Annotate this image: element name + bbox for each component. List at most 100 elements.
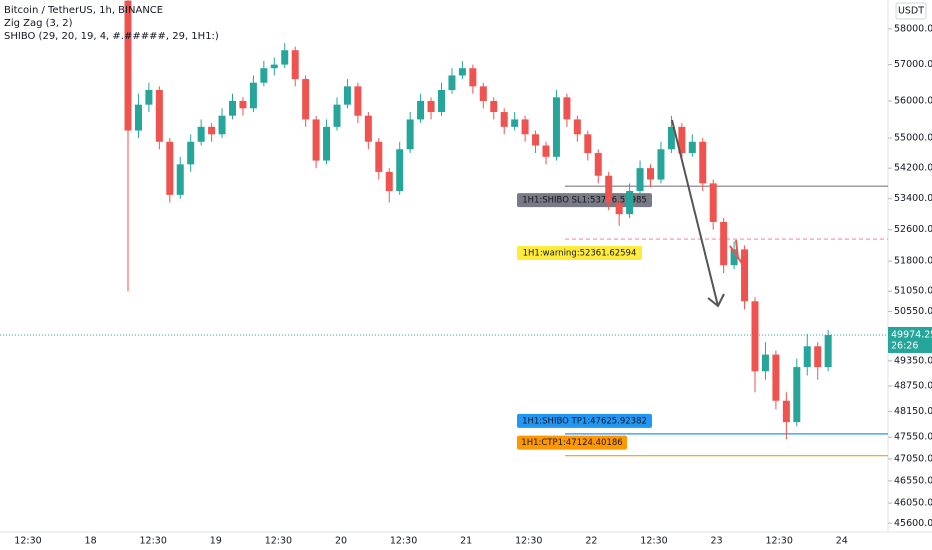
y-tick-label: 46550.00	[894, 475, 932, 486]
candle-body	[500, 112, 508, 127]
candle-body	[218, 115, 226, 135]
candle-body	[605, 175, 613, 203]
candle-body	[699, 141, 707, 184]
candle-body	[584, 134, 592, 154]
candle-body	[260, 68, 268, 83]
candle-body	[302, 79, 310, 120]
candle-body	[354, 86, 362, 116]
candle-body	[573, 119, 581, 135]
candle-body	[427, 100, 435, 113]
arrow-line	[671, 119, 719, 307]
x-tick-label: 12:30	[515, 536, 542, 547]
x-tick-label: 12:30	[14, 536, 41, 547]
y-tick-label: 51800.00	[894, 256, 932, 267]
y-tick-label: 55000.00	[894, 133, 932, 144]
candle-body	[229, 100, 236, 116]
y-tick-label: 46050.00	[894, 498, 932, 509]
y-tick-label: 47550.00	[894, 432, 932, 443]
plot-area: 1H1:SHIBO SL1:53726.51985 1H1:warning:523…	[0, 0, 888, 457]
candle-body	[824, 334, 832, 368]
candle-body	[323, 126, 331, 161]
level-box	[517, 435, 627, 450]
candle-body	[249, 82, 257, 109]
candle-body	[176, 164, 184, 195]
candle-body	[417, 100, 425, 120]
candle-body	[208, 126, 216, 135]
candle-body	[532, 134, 540, 146]
y-tick-label: 52600.00	[894, 224, 932, 235]
y-tick-label: 53400.00	[894, 193, 932, 204]
candle-body	[636, 168, 644, 192]
y-tick-label: 58000.00	[894, 23, 932, 34]
y-tick-label: 54200.00	[894, 163, 932, 174]
x-tick-label: 20	[335, 536, 347, 547]
candle-body	[291, 50, 299, 80]
candle-body	[709, 183, 717, 222]
x-tick-label: 12:30	[766, 536, 793, 547]
y-tick-label: 51050.00	[894, 286, 932, 297]
candle-body	[364, 115, 372, 142]
candle-body	[281, 50, 289, 65]
drawn-arrows	[671, 119, 745, 308]
candle-body	[803, 346, 811, 368]
last-price-tag	[888, 326, 932, 353]
candle-body	[124, 0, 132, 131]
y-tick-label: 45600.00	[894, 518, 932, 529]
candle-body	[187, 141, 195, 165]
candle-body	[145, 90, 153, 105]
candle-body	[375, 141, 383, 172]
arrow-mark	[729, 239, 745, 267]
candle-body	[166, 141, 174, 195]
candle-body	[239, 100, 247, 109]
x-tick-label: 19	[210, 536, 222, 547]
candle-body	[814, 346, 822, 368]
x-tick-label: 18	[85, 536, 97, 547]
level-label: 1H1:SHIBO TP1:47625.92382	[522, 416, 647, 426]
candle-body	[647, 168, 654, 180]
candle-body	[312, 119, 320, 161]
candle-body	[615, 202, 623, 215]
candle-body	[751, 301, 759, 372]
candle-body	[406, 119, 414, 150]
y-tick-label: 50550.00	[894, 306, 932, 317]
x-tick-label: 24	[836, 536, 848, 547]
candle-body	[458, 68, 466, 76]
candle-body	[490, 100, 498, 113]
y-tick-label: 47050.00	[894, 453, 932, 464]
countdown: 26:26	[891, 340, 918, 351]
x-tick-label: 12:30	[265, 536, 292, 547]
x-tick-label: 12:30	[640, 536, 667, 547]
arrow-head	[707, 293, 725, 308]
indicator-label: SHIBO (29, 20, 19, 4, #.#####, 29, 1H1:)	[4, 31, 219, 42]
last-price-label: 49974.25	[891, 329, 932, 340]
candle-body	[343, 86, 351, 105]
x-tick-label: 23	[711, 536, 723, 547]
title: Bitcoin / TetherUS, 1h, BINANCE	[4, 5, 163, 16]
candle-body	[761, 354, 769, 372]
candle-body	[730, 249, 738, 266]
candle-body	[197, 126, 205, 142]
candle-body	[542, 145, 550, 157]
candle-body	[479, 86, 487, 101]
candle-body	[782, 400, 790, 423]
currency-box[interactable]	[895, 2, 927, 20]
level-label: 1H1:warning:52361.62594	[523, 249, 637, 259]
y-tick-label: 56000.00	[894, 95, 932, 106]
candle-body	[385, 171, 393, 192]
candle-body	[678, 126, 686, 154]
candle-body	[396, 149, 404, 192]
y-tick-label: 48750.00	[894, 380, 932, 391]
candle-body	[741, 249, 749, 302]
candle-body	[563, 97, 571, 120]
candle-body	[469, 68, 477, 87]
y-tick-label: 49350.00	[894, 355, 932, 366]
x-tick-label: 22	[585, 536, 597, 547]
candle-body	[667, 126, 675, 150]
y-tick-label: 57000.00	[894, 59, 932, 70]
candle-body	[688, 141, 696, 154]
candle-body	[521, 119, 529, 135]
candle-body	[155, 90, 163, 142]
candle-body	[438, 90, 445, 113]
